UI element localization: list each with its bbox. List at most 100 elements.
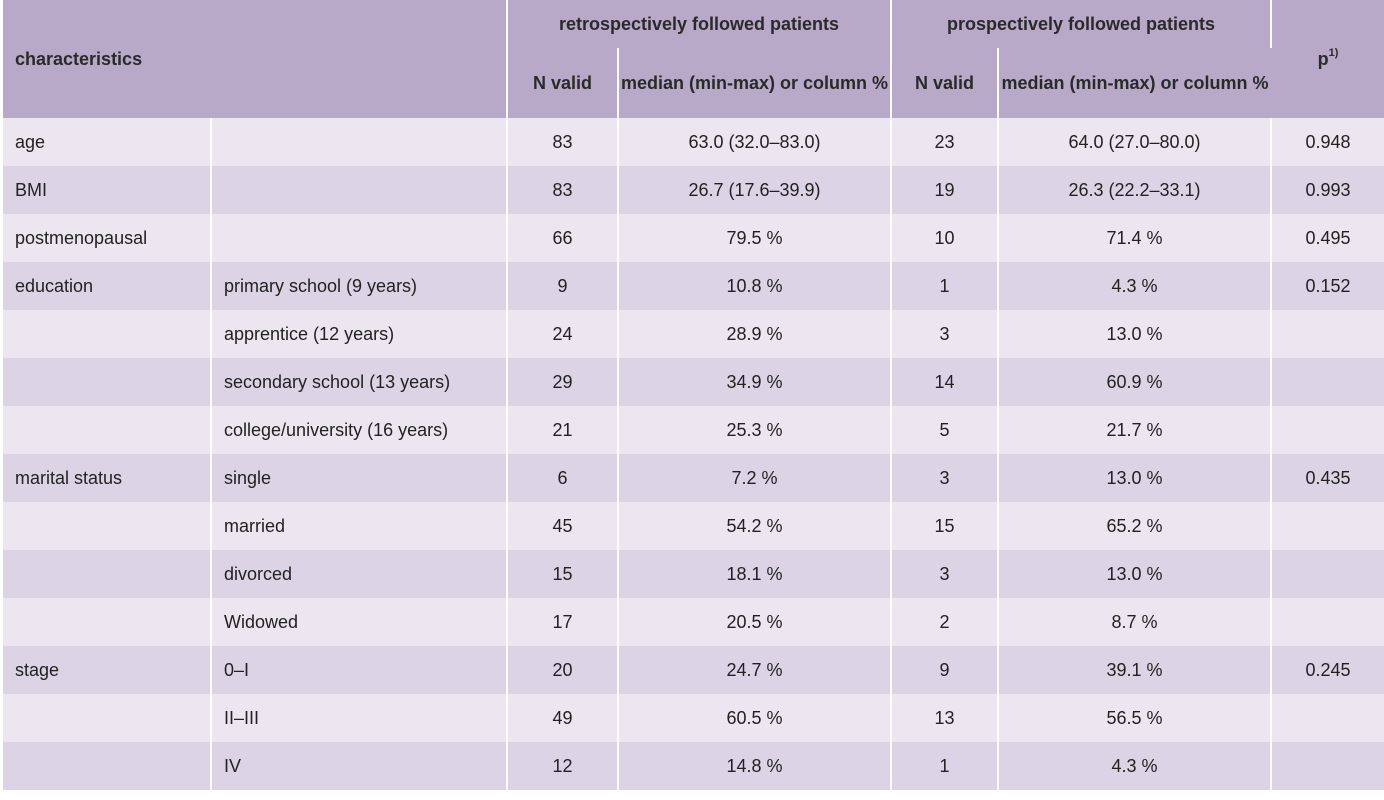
cell-characteristic bbox=[3, 598, 212, 646]
cell-retro-median: 7.2 % bbox=[618, 454, 893, 502]
cell-pro-n-valid: 1 bbox=[891, 742, 1000, 790]
cell-characteristic bbox=[3, 694, 212, 742]
table-row: married 45 54.2 % 15 65.2 % bbox=[3, 502, 1384, 550]
cell-category bbox=[211, 214, 508, 262]
cell-characteristic bbox=[3, 406, 212, 454]
cell-retro-median: 60.5 % bbox=[618, 694, 893, 742]
cell-p-value: 0.245 bbox=[1271, 646, 1384, 694]
cell-retro-median: 79.5 % bbox=[618, 214, 893, 262]
cell-characteristic bbox=[3, 502, 212, 550]
table-row: stage 0–I 20 24.7 % 9 39.1 % 0.245 bbox=[3, 646, 1384, 694]
cell-p-value: 0.152 bbox=[1271, 262, 1384, 310]
cell-pro-median: 56.5 % bbox=[998, 694, 1273, 742]
header-retro-n-valid: N valid bbox=[507, 48, 619, 118]
cell-pro-n-valid: 10 bbox=[891, 214, 1000, 262]
cell-retro-median: 10.8 % bbox=[618, 262, 893, 310]
cell-retro-n-valid: 66 bbox=[507, 214, 619, 262]
header-p-footnote: 1) bbox=[1328, 46, 1339, 59]
cell-retro-median: 63.0 (32.0–83.0) bbox=[618, 118, 893, 166]
cell-retro-median: 24.7 % bbox=[618, 646, 893, 694]
header-retro-median: median (min-max) or column % bbox=[618, 48, 893, 118]
cell-retro-n-valid: 49 bbox=[507, 694, 619, 742]
cell-category bbox=[211, 166, 508, 214]
header-retrospective-group: retrospectively followed patients bbox=[507, 0, 893, 48]
cell-retro-n-valid: 9 bbox=[507, 262, 619, 310]
cell-retro-median: 34.9 % bbox=[618, 358, 893, 406]
cell-pro-n-valid: 23 bbox=[891, 118, 1000, 166]
cell-p-value: 0.495 bbox=[1271, 214, 1384, 262]
cell-retro-median: 14.8 % bbox=[618, 742, 893, 790]
cell-retro-n-valid: 6 bbox=[507, 454, 619, 502]
table-row: Widowed 17 20.5 % 2 8.7 % bbox=[3, 598, 1384, 646]
cell-pro-n-valid: 19 bbox=[891, 166, 1000, 214]
table-row: age 83 63.0 (32.0–83.0) 23 64.0 (27.0–80.0) 0… bbox=[3, 118, 1384, 166]
cell-characteristic bbox=[3, 550, 212, 598]
cell-p-value bbox=[1271, 598, 1384, 646]
cell-pro-median: 21.7 % bbox=[998, 406, 1273, 454]
cell-p-value bbox=[1271, 550, 1384, 598]
cell-category: college/university (16 years) bbox=[211, 406, 508, 454]
cell-retro-n-valid: 29 bbox=[507, 358, 619, 406]
cell-category: 0–I bbox=[211, 646, 508, 694]
cell-characteristic: postmenopausal bbox=[3, 214, 212, 262]
cell-retro-n-valid: 21 bbox=[507, 406, 619, 454]
cell-characteristic bbox=[3, 358, 212, 406]
header-p-value: p1) bbox=[1271, 0, 1384, 118]
cell-pro-n-valid: 5 bbox=[891, 406, 1000, 454]
table-row: secondary school (13 years) 29 34.9 % 14 60.… bbox=[3, 358, 1384, 406]
cell-category bbox=[211, 118, 508, 166]
cell-p-value bbox=[1271, 310, 1384, 358]
cell-retro-median: 20.5 % bbox=[618, 598, 893, 646]
cell-pro-median: 4.3 % bbox=[998, 742, 1273, 790]
cell-category: II–III bbox=[211, 694, 508, 742]
cell-pro-median: 65.2 % bbox=[998, 502, 1273, 550]
cell-p-value bbox=[1271, 694, 1384, 742]
cell-pro-median: 8.7 % bbox=[998, 598, 1273, 646]
cell-pro-median: 39.1 % bbox=[998, 646, 1273, 694]
cell-characteristic: BMI bbox=[3, 166, 212, 214]
cell-pro-median: 64.0 (27.0–80.0) bbox=[998, 118, 1273, 166]
cell-category: apprentice (12 years) bbox=[211, 310, 508, 358]
table-row: marital status single 6 7.2 % 3 13.0 % 0.435 bbox=[3, 454, 1384, 502]
cell-p-value bbox=[1271, 502, 1384, 550]
cell-pro-n-valid: 14 bbox=[891, 358, 1000, 406]
cell-pro-median: 13.0 % bbox=[998, 454, 1273, 502]
cell-retro-median: 26.7 (17.6–39.9) bbox=[618, 166, 893, 214]
table-row: postmenopausal 66 79.5 % 10 71.4 % 0.495 bbox=[3, 214, 1384, 262]
cell-pro-median: 60.9 % bbox=[998, 358, 1273, 406]
table-body: age 83 63.0 (32.0–83.0) 23 64.0 (27.0–80.0) 0… bbox=[3, 118, 1384, 790]
header-pro-median: median (min-max) or column % bbox=[998, 48, 1272, 118]
cell-retro-median: 28.9 % bbox=[618, 310, 893, 358]
cell-retro-n-valid: 17 bbox=[507, 598, 619, 646]
cell-p-value bbox=[1271, 358, 1384, 406]
cell-retro-n-valid: 20 bbox=[507, 646, 619, 694]
cell-retro-median: 18.1 % bbox=[618, 550, 893, 598]
cell-p-value bbox=[1271, 742, 1384, 790]
cell-characteristic: education bbox=[3, 262, 212, 310]
cell-characteristic bbox=[3, 742, 212, 790]
cell-retro-n-valid: 83 bbox=[507, 166, 619, 214]
cell-retro-n-valid: 24 bbox=[507, 310, 619, 358]
header-characteristics: characteristics bbox=[3, 0, 508, 118]
cell-category: single bbox=[211, 454, 508, 502]
table-row: apprentice (12 years) 24 28.9 % 3 13.0 % bbox=[3, 310, 1384, 358]
table-row: BMI 83 26.7 (17.6–39.9) 19 26.3 (22.2–33.1) 0… bbox=[3, 166, 1384, 214]
header-pro-n-valid: N valid bbox=[891, 48, 1000, 118]
cell-pro-median: 26.3 (22.2–33.1) bbox=[998, 166, 1273, 214]
cell-category: Widowed bbox=[211, 598, 508, 646]
cell-retro-n-valid: 45 bbox=[507, 502, 619, 550]
cell-pro-median: 13.0 % bbox=[998, 310, 1273, 358]
cell-p-value: 0.993 bbox=[1271, 166, 1384, 214]
cell-pro-n-valid: 2 bbox=[891, 598, 1000, 646]
cell-pro-median: 71.4 % bbox=[998, 214, 1273, 262]
cell-pro-n-valid: 3 bbox=[891, 310, 1000, 358]
table-header: characteristics retrospectively followed… bbox=[3, 0, 1384, 118]
table-row: II–III 49 60.5 % 13 56.5 % bbox=[3, 694, 1384, 742]
cell-category: married bbox=[211, 502, 508, 550]
cell-retro-n-valid: 83 bbox=[507, 118, 619, 166]
patient-characteristics-table: characteristics retrospectively followed… bbox=[3, 0, 1384, 790]
cell-characteristic: marital status bbox=[3, 454, 212, 502]
cell-characteristic bbox=[3, 310, 212, 358]
cell-characteristic: stage bbox=[3, 646, 212, 694]
cell-characteristic: age bbox=[3, 118, 212, 166]
